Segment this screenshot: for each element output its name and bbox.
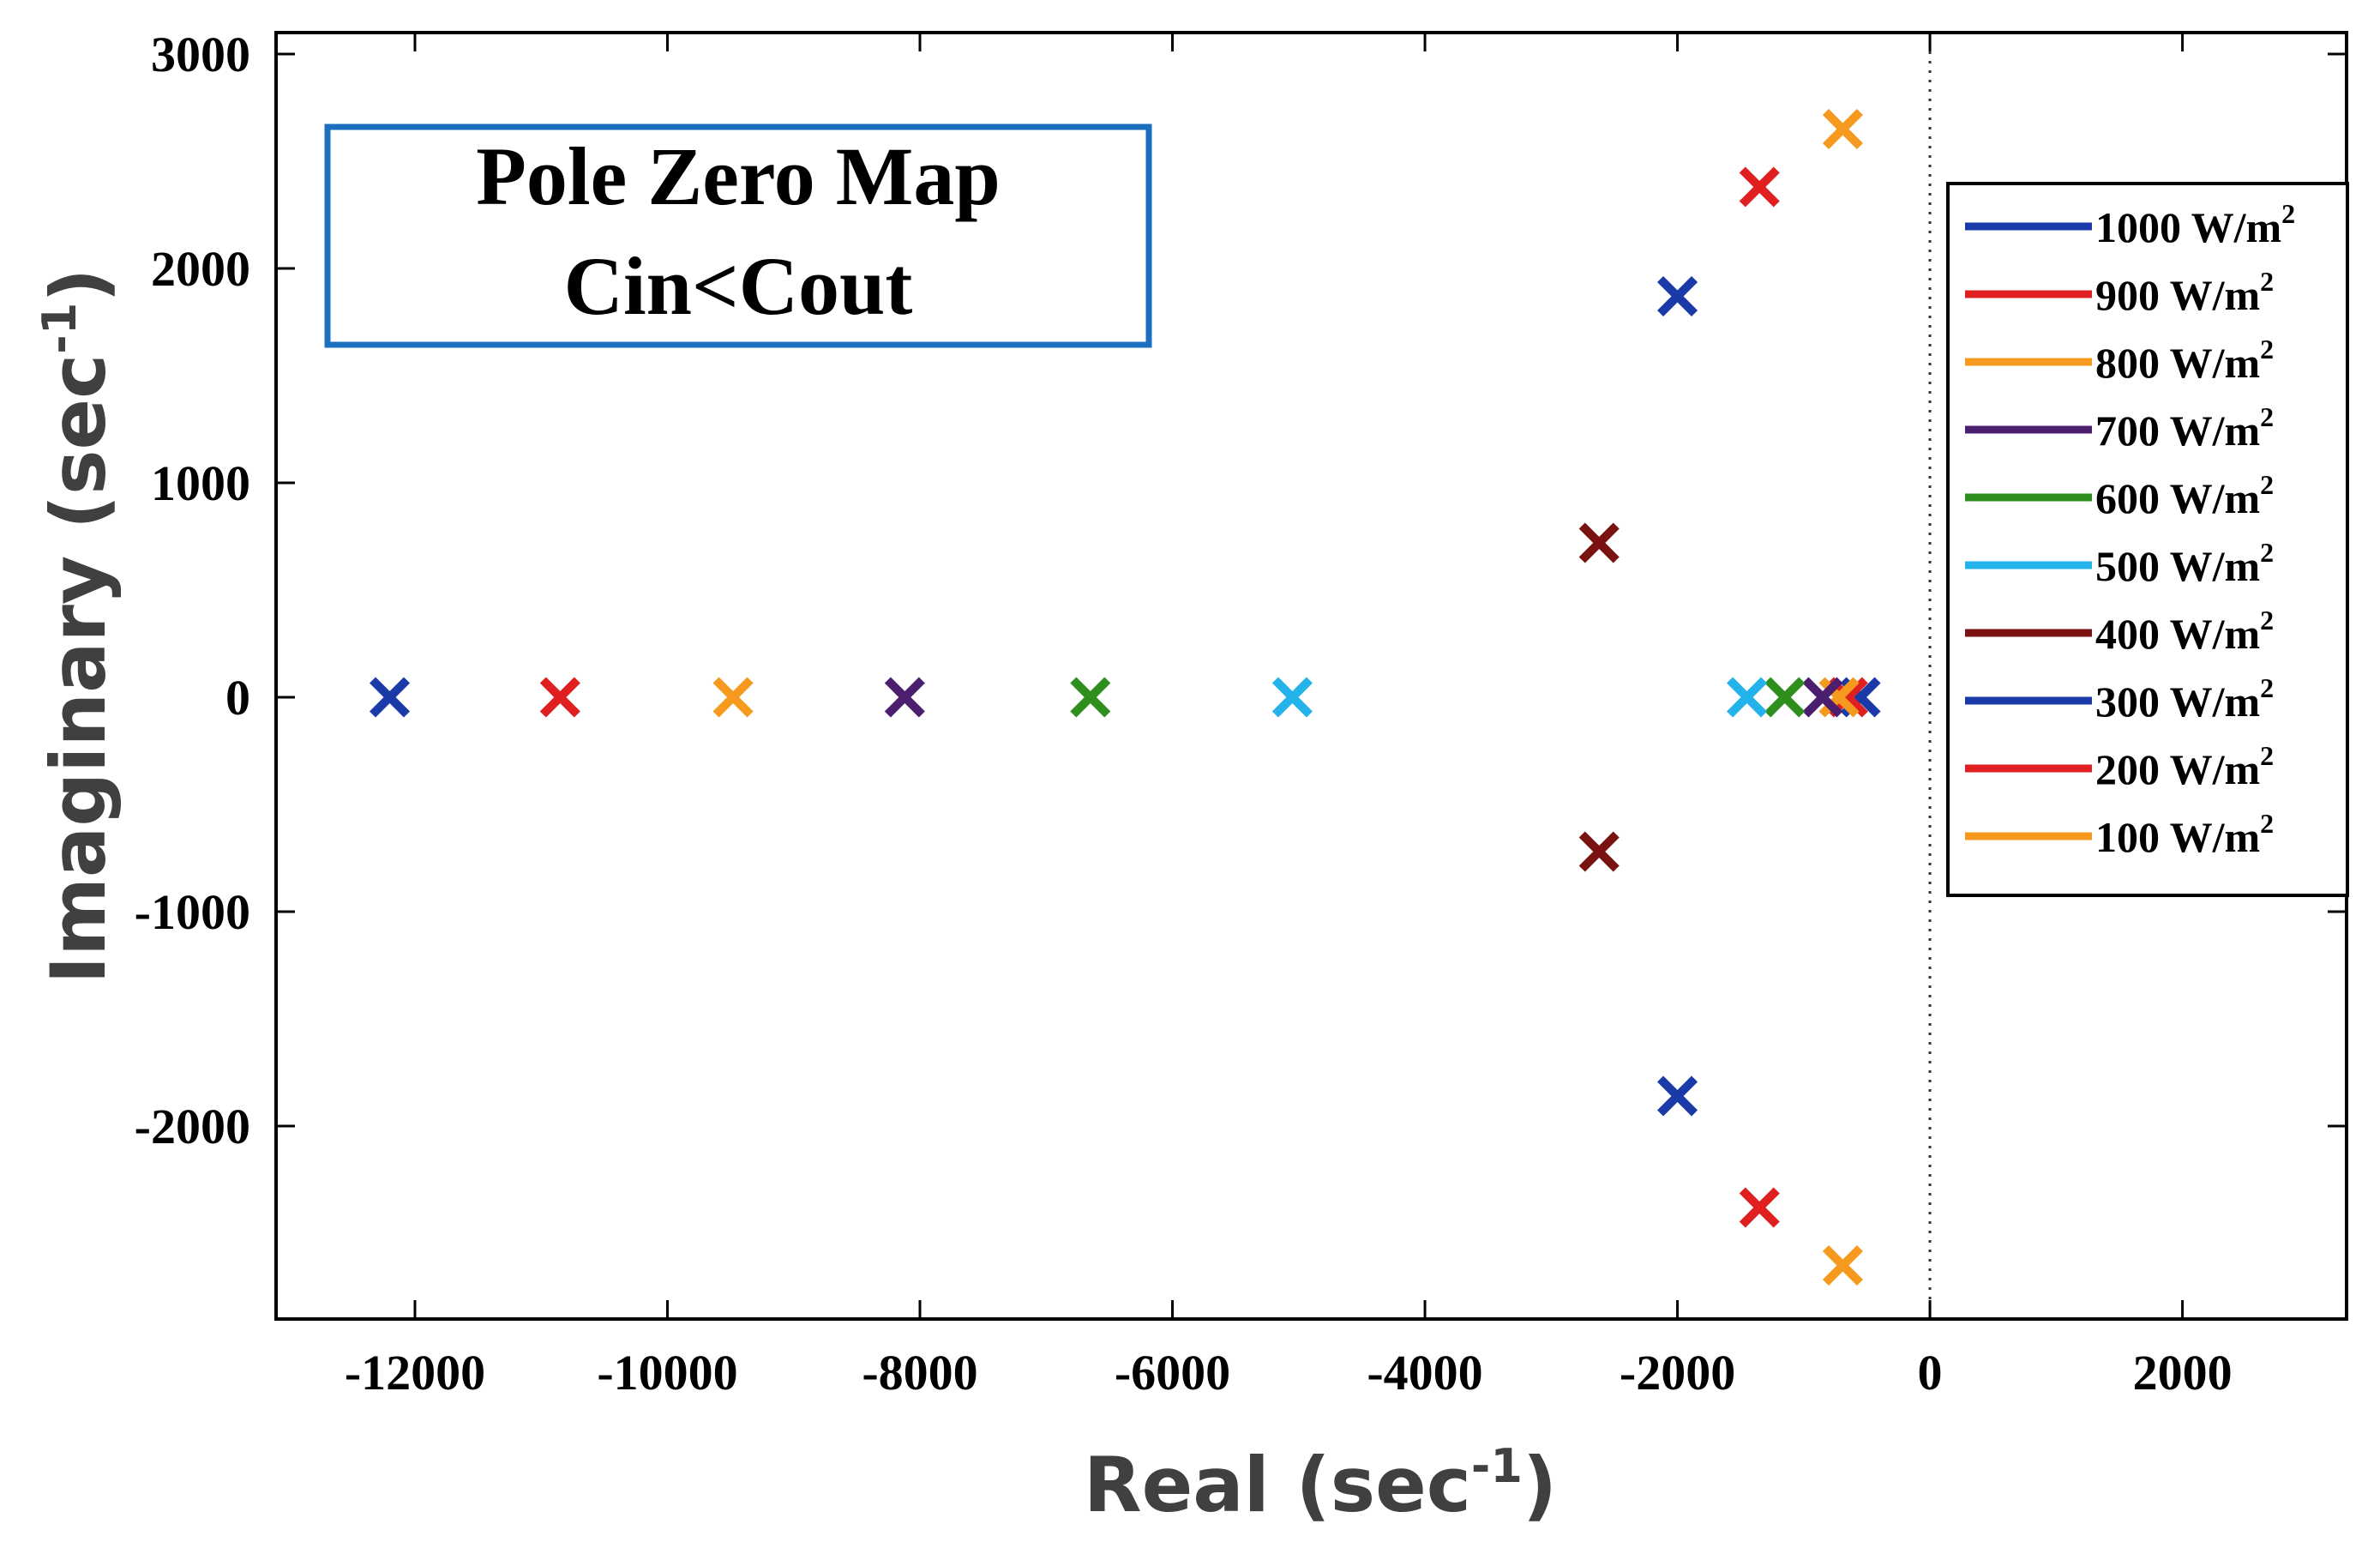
legend-label: 100 W/m2 — [2095, 808, 2274, 861]
pole-marker-stroke — [1657, 1075, 1698, 1117]
legend-label: 800 W/m2 — [2095, 334, 2274, 387]
pole-marker-stroke — [1739, 1187, 1780, 1228]
legend-label-main: 200 W/m — [2095, 745, 2260, 793]
y-tick-label: 2000 — [151, 241, 250, 297]
legend-label: 1000 W/m2 — [2095, 198, 2295, 251]
annotation-title: Pole Zero Map — [476, 130, 1000, 222]
pole-marker-stroke — [712, 677, 754, 718]
x-axis-title-end: ) — [1523, 1441, 1557, 1529]
legend-label: 200 W/m2 — [2095, 740, 2274, 793]
legend-label-main: 400 W/m — [2095, 610, 2260, 658]
pole-marker-stroke — [1578, 831, 1620, 872]
legend-label-main: 100 W/m — [2095, 813, 2260, 861]
pole-markers — [369, 108, 1881, 1286]
x-axis-title: Real (sec-1) — [1084, 1439, 1557, 1529]
legend-label-main: 800 W/m — [2095, 339, 2260, 387]
pole-marker — [1657, 1075, 1698, 1117]
x-tick-label: -4000 — [1367, 1345, 1482, 1400]
pole-marker — [884, 677, 925, 718]
pole-marker-stroke — [1271, 677, 1313, 718]
pole-marker — [369, 677, 411, 718]
pole-marker — [1271, 677, 1313, 718]
axis-ticks: -12000 -10000 -8000 -6000 -4000 -2000 0 2000300… — [135, 27, 2347, 1400]
legend-label: 600 W/m2 — [2095, 469, 2274, 522]
pole-marker — [1802, 677, 1843, 718]
legend-label-sup: 2 — [2260, 469, 2274, 500]
pole-marker — [1764, 677, 1806, 718]
legend-label-sup: 2 — [2260, 672, 2274, 703]
pole-marker — [1739, 166, 1780, 208]
y-axis-title-sup: -1 — [33, 303, 87, 354]
legend-label-sup: 2 — [2260, 334, 2274, 364]
annotation-subtitle: Cin<Cout — [564, 240, 913, 332]
x-tick-label: 2000 — [2133, 1345, 2233, 1400]
legend-label-main: 1000 W/m — [2095, 203, 2281, 251]
pole-marker-stroke — [1818, 677, 1860, 718]
pole-marker-stroke — [1822, 108, 1863, 150]
pole-marker — [1578, 831, 1620, 872]
y-tick-label: -2000 — [135, 1099, 250, 1154]
legend-label: 400 W/m2 — [2095, 605, 2274, 658]
pole-marker — [1070, 677, 1111, 718]
pole-marker-stroke — [884, 677, 925, 718]
x-tick-label: -12000 — [345, 1345, 485, 1400]
pole-marker-stroke — [1070, 677, 1111, 718]
x-axis-title-main: Real (sec — [1084, 1441, 1471, 1529]
pole-marker-stroke — [539, 677, 580, 718]
legend-label-sup: 2 — [2260, 808, 2274, 839]
x-tick-label: -2000 — [1620, 1345, 1735, 1400]
legend-label-sup: 2 — [2281, 198, 2295, 229]
legend-label-sup: 2 — [2260, 740, 2274, 771]
y-axis-title-end: ) — [34, 268, 123, 302]
pole-marker — [1822, 108, 1863, 150]
pole-marker — [1657, 275, 1698, 317]
x-tick-label: 0 — [1918, 1345, 1943, 1400]
pole-marker-stroke — [1739, 166, 1780, 208]
pole-marker-stroke — [1657, 275, 1698, 317]
x-tick-label: -6000 — [1115, 1345, 1230, 1400]
pole-marker — [539, 677, 580, 718]
legend-frame — [1946, 182, 2349, 897]
x-tick-label: -10000 — [597, 1345, 737, 1400]
y-axis-title-main: Imaginary (sec — [34, 354, 123, 985]
legend-label-sup: 2 — [2260, 266, 2274, 297]
legend-label-main: 300 W/m — [2095, 678, 2260, 726]
legend-label-main: 600 W/m — [2095, 474, 2260, 522]
pole-marker-stroke — [1764, 677, 1806, 718]
annotation-box: Pole Zero Map Cin<Cout — [324, 123, 1152, 348]
annotation-frame — [324, 123, 1152, 348]
y-tick-label: 0 — [225, 670, 250, 726]
pole-marker-stroke — [1726, 677, 1768, 718]
legend-label-main: 700 W/m — [2095, 407, 2260, 455]
legend-label: 900 W/m2 — [2095, 266, 2274, 319]
legend-label: 500 W/m2 — [2095, 537, 2274, 590]
pole-marker-stroke — [1802, 677, 1843, 718]
y-tick-label: -1000 — [135, 884, 250, 940]
legend-label-sup: 2 — [2260, 401, 2274, 432]
pole-marker-stroke — [369, 677, 411, 718]
pole-marker — [1818, 677, 1860, 718]
pole-marker — [1822, 1244, 1863, 1286]
legend-label: 300 W/m2 — [2095, 672, 2274, 726]
y-tick-label: 3000 — [151, 27, 250, 82]
pole-marker — [712, 677, 754, 718]
pole-marker — [1578, 522, 1620, 563]
pole-marker — [1726, 677, 1768, 718]
legend-label-sup: 2 — [2260, 537, 2274, 568]
pole-marker — [1739, 1187, 1780, 1228]
pole-marker-stroke — [1822, 1244, 1863, 1286]
pole-marker-stroke — [1578, 522, 1620, 563]
legend-label: 700 W/m2 — [2095, 401, 2274, 455]
legend-label-main: 900 W/m — [2095, 271, 2260, 319]
x-axis-title-sup: -1 — [1471, 1439, 1523, 1493]
legend-label-sup: 2 — [2260, 605, 2274, 635]
legend-label-main: 500 W/m — [2095, 542, 2260, 590]
x-tick-label: -8000 — [862, 1345, 977, 1400]
y-axis-title: Imaginary (sec-1) — [33, 268, 123, 984]
y-tick-label: 1000 — [151, 455, 250, 511]
